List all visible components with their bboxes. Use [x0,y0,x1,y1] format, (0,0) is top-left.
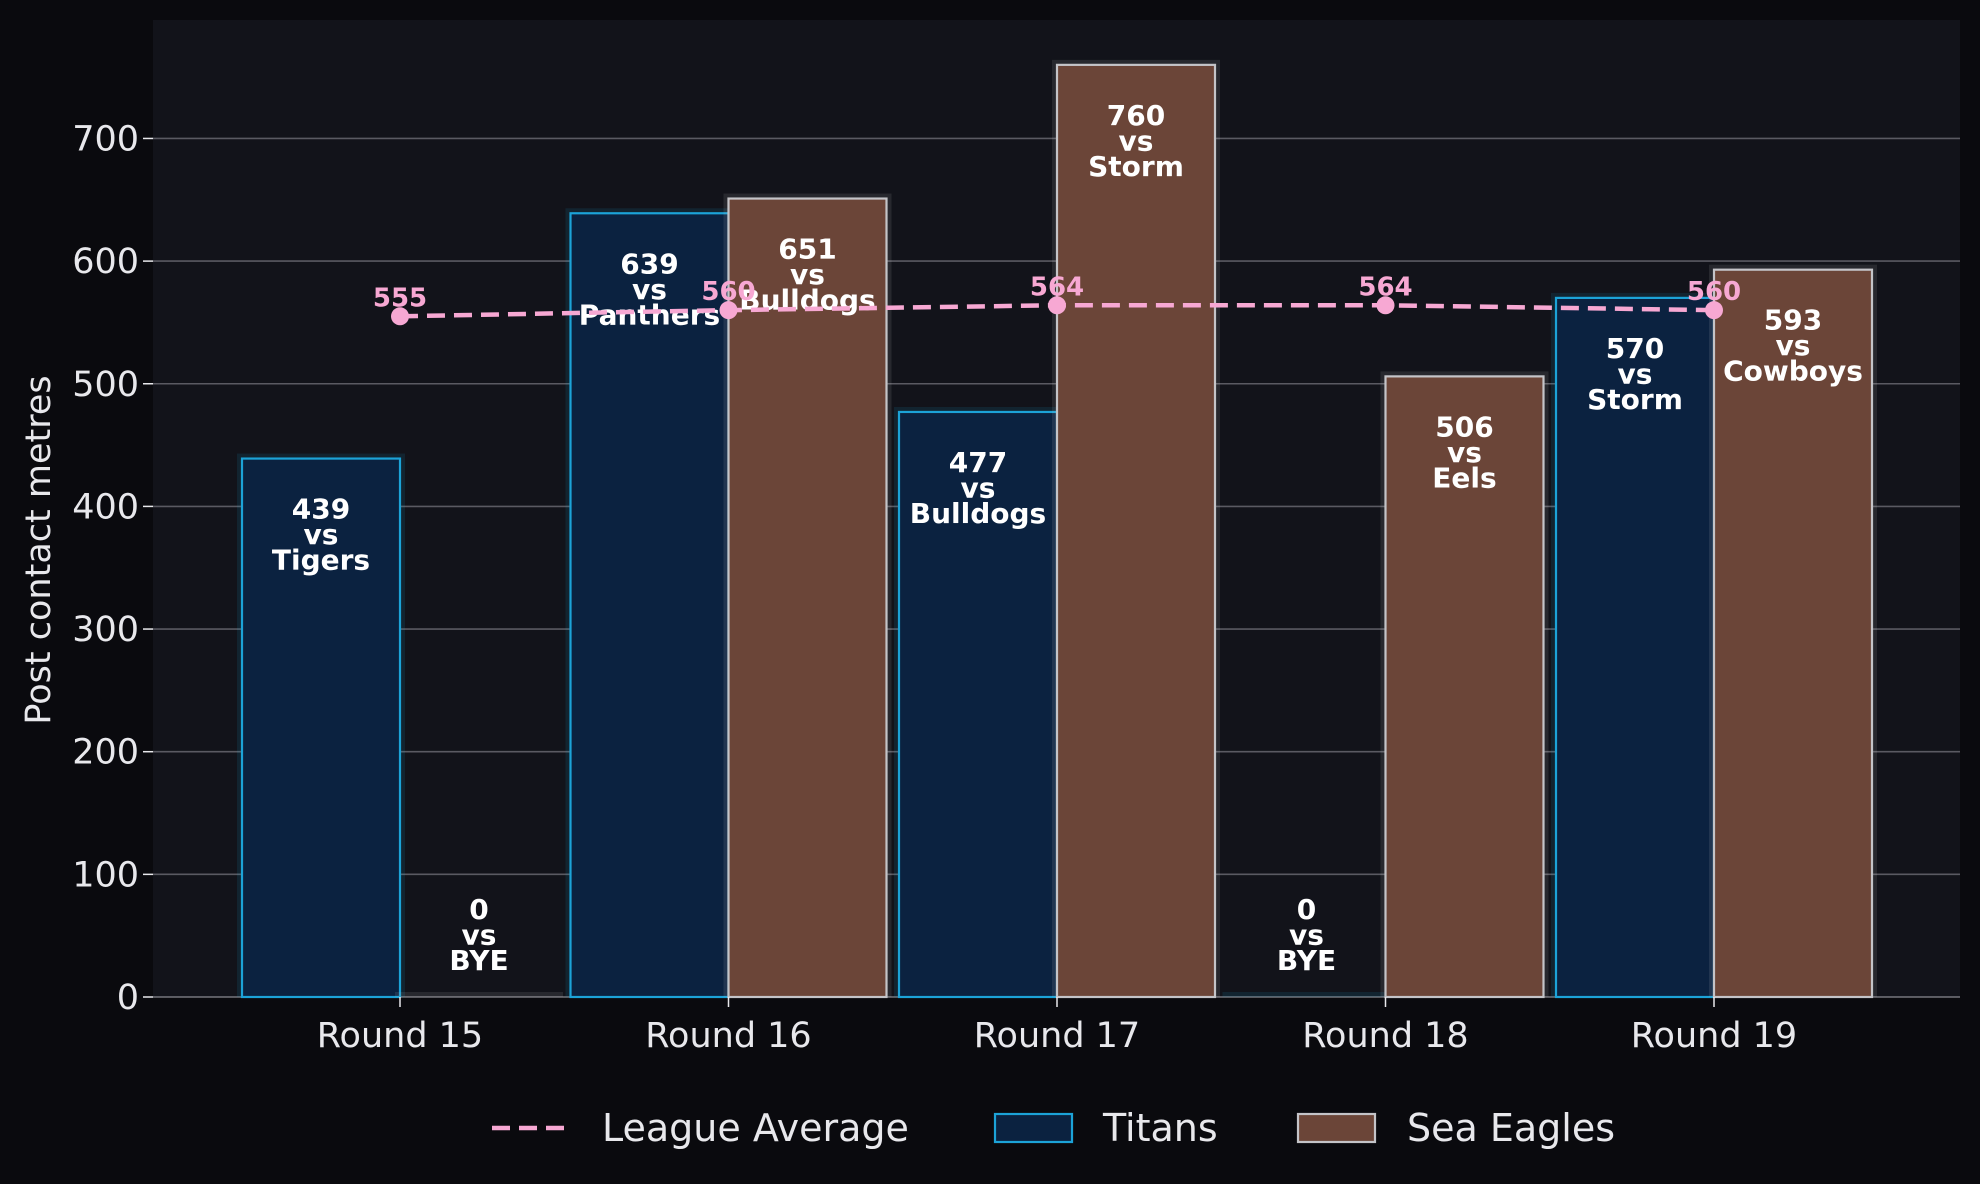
titans-bar [240,457,402,999]
titans-bar-label: 477 [949,446,1007,479]
x-tick-label: Round 16 [645,1016,811,1056]
sea-eagles-bar [727,197,888,999]
sea-eagles-bar-label: vs [790,258,825,291]
titans-bar-label: 570 [1606,332,1664,365]
titans-bar-label: BYE [1277,944,1336,977]
x-tick-label: Round 15 [317,1016,483,1056]
sea-eagles-bar-label: vs [1776,329,1811,362]
y-tick-label: 0 [117,978,139,1018]
league-average-point [1048,296,1066,315]
titans-bar-label: vs [632,273,667,306]
y-tick-label: 100 [72,855,139,895]
league-average-label: 560 [701,277,755,307]
sea-eagles-bar-label: vs [462,919,497,952]
y-tick-label: 200 [72,733,139,773]
y-axis-ticks: 0 100 200 300 400 500 600 700 [72,119,153,1018]
sea-eagles-bar [1055,63,1217,999]
titans-bar-label: Tigers [272,544,370,577]
sea-eagles-bar-label: 760 [1107,99,1165,132]
league-average-label: 564 [1030,272,1084,302]
legend-league-average-label: League Average [602,1106,909,1150]
titans-bar-label: 639 [620,247,678,280]
sea-eagles-bar-label: 651 [778,233,836,266]
legend: League Average Titans Sea Eagles [492,1106,1615,1150]
titans-bar-label: vs [961,471,996,504]
titans-bar-label: 0 [1297,893,1316,926]
sea-eagles-bar-label: Storm [1088,150,1184,183]
league-average-label: 560 [1687,277,1741,307]
sea-eagles-bar-label: 506 [1435,410,1493,443]
titans-bar [1554,296,1716,999]
sea-eagles-bar-label: vs [1119,124,1154,157]
legend-sea-eagles-label: Sea Eagles [1407,1106,1615,1150]
y-tick-label: 300 [72,610,139,650]
titans-bar-label: vs [1289,919,1324,952]
titans-bar-label: Storm [1587,383,1683,416]
sea-eagles-bar-label: BYE [449,944,508,977]
bars: 439vsTigers639vsPanthers477vsBulldogs0vs… [237,59,1877,999]
sea-eagles-bar [1384,375,1545,999]
titans-bar-glow [1222,992,1391,997]
y-tick-label: 700 [72,119,139,159]
league-average-point [719,301,738,320]
legend-sea-eagles-swatch [1296,1112,1377,1144]
y-tick-label: 500 [72,365,139,405]
sea-eagles-bar-label: 593 [1764,304,1822,337]
y-tick-label: 600 [72,242,139,282]
titans-bar-label: 439 [292,493,350,526]
titans-bar-label: vs [304,518,339,551]
sea-eagles-bar-label: Cowboys [1723,355,1863,388]
league-average-point [1705,301,1723,320]
titans-bar-label: Panthers [579,298,720,331]
league-average-point [391,307,409,326]
sea-eagles-bar-glow [395,992,563,997]
legend-titans-swatch [993,1112,1074,1144]
titans-bar [569,212,730,999]
y-tick-label: 400 [72,487,139,527]
y-axis-label: Post contact metres [19,375,59,724]
titans-bar-label: Bulldogs [910,497,1046,530]
x-axis-ticks: Round 15 Round 16 Round 17 Round 18 Round 19 [317,997,1797,1056]
sea-eagles-bar-label: Eels [1432,461,1496,494]
league-average-line: 555 560 564 564 560 [373,272,1741,326]
x-tick-label: Round 19 [1631,1016,1797,1056]
league-average-point [1376,296,1395,315]
league-average-label: 564 [1358,272,1412,302]
league-average-label: 555 [373,283,427,313]
sea-eagles-bar-label: 0 [469,893,488,926]
x-tick-label: Round 17 [974,1016,1140,1056]
titans-bar-label: vs [1618,357,1653,390]
sea-eagles-bar-label: vs [1447,436,1482,469]
legend-titans-label: Titans [1102,1106,1218,1150]
titans-bar [897,410,1059,999]
x-tick-label: Round 18 [1302,1016,1468,1056]
sea-eagles-bar [1712,268,1874,999]
